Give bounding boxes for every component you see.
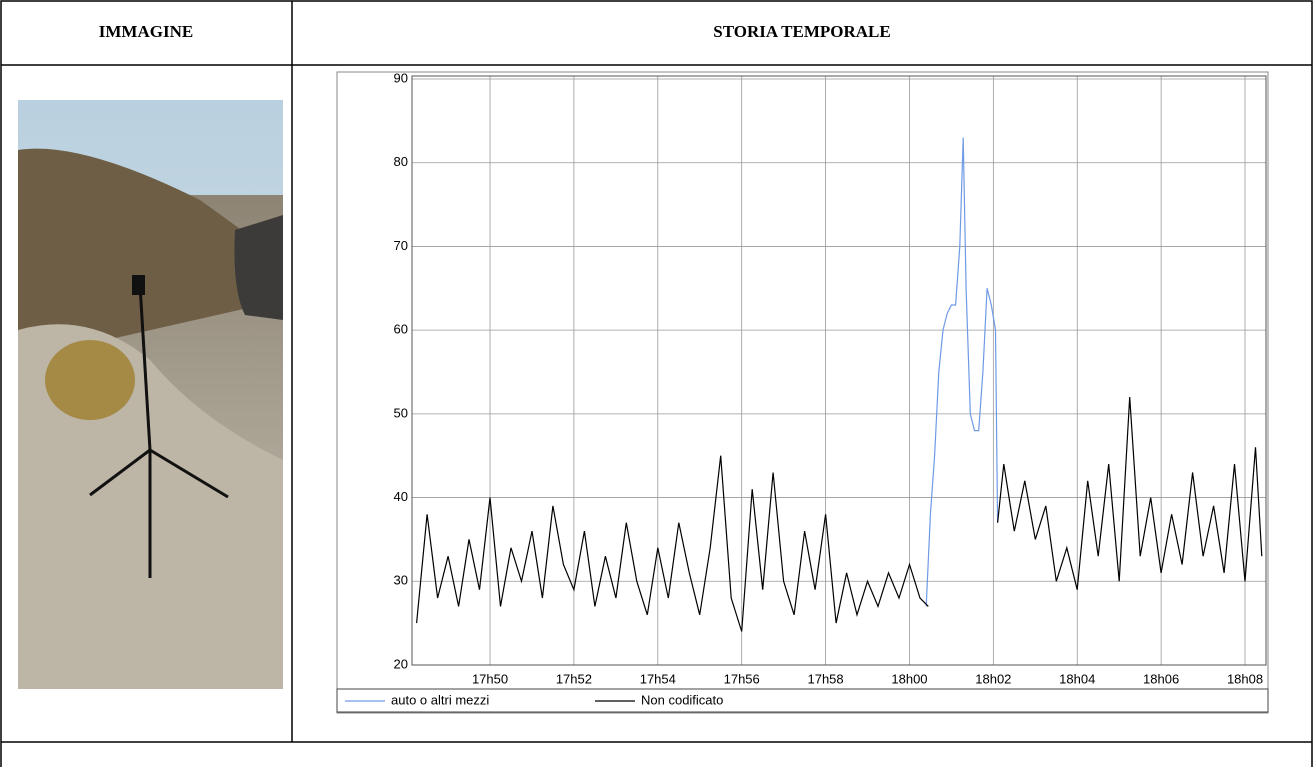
y-tick-label: 80 xyxy=(394,154,408,169)
header-cell: IMMAGINE xyxy=(99,22,193,41)
y-tick-label: 40 xyxy=(394,489,408,504)
line-series xyxy=(416,455,929,632)
chart: 20 30 40 50 60 70 80 90 17h50 17h52 17h54 17h56 17h5… xyxy=(336,70,1269,714)
line-series xyxy=(925,137,999,607)
line-series xyxy=(997,397,1263,590)
legend-label: auto o altri mezzi xyxy=(391,692,489,707)
legend xyxy=(336,688,1269,713)
x-tick-label: 17h50 xyxy=(472,671,508,686)
x-tick-label: 18h06 xyxy=(1143,671,1179,686)
x-tick-label: 18h00 xyxy=(891,671,927,686)
x-tick-label: 17h52 xyxy=(556,671,592,686)
chart-frame xyxy=(336,71,1269,714)
photo xyxy=(18,100,283,689)
plot-border xyxy=(411,75,1267,666)
y-tick-label: 60 xyxy=(394,322,408,337)
y-tick-label: 20 xyxy=(394,656,408,671)
x-tick-label: 17h54 xyxy=(640,671,676,686)
y-tick-label: 90 xyxy=(394,70,408,85)
y-tick-label: 30 xyxy=(394,573,408,588)
x-tick-label: 18h08 xyxy=(1227,671,1263,686)
x-tick-label: 17h58 xyxy=(807,671,843,686)
y-tick-label: 50 xyxy=(394,405,408,420)
legend-label: Non codificato xyxy=(641,692,723,707)
header-cell: STORIA TEMPORALE xyxy=(713,22,890,41)
x-tick-label: 17h56 xyxy=(724,671,760,686)
x-tick-label: 18h04 xyxy=(1059,671,1095,686)
y-tick-label: 70 xyxy=(394,238,408,253)
x-tick-label: 18h02 xyxy=(975,671,1011,686)
